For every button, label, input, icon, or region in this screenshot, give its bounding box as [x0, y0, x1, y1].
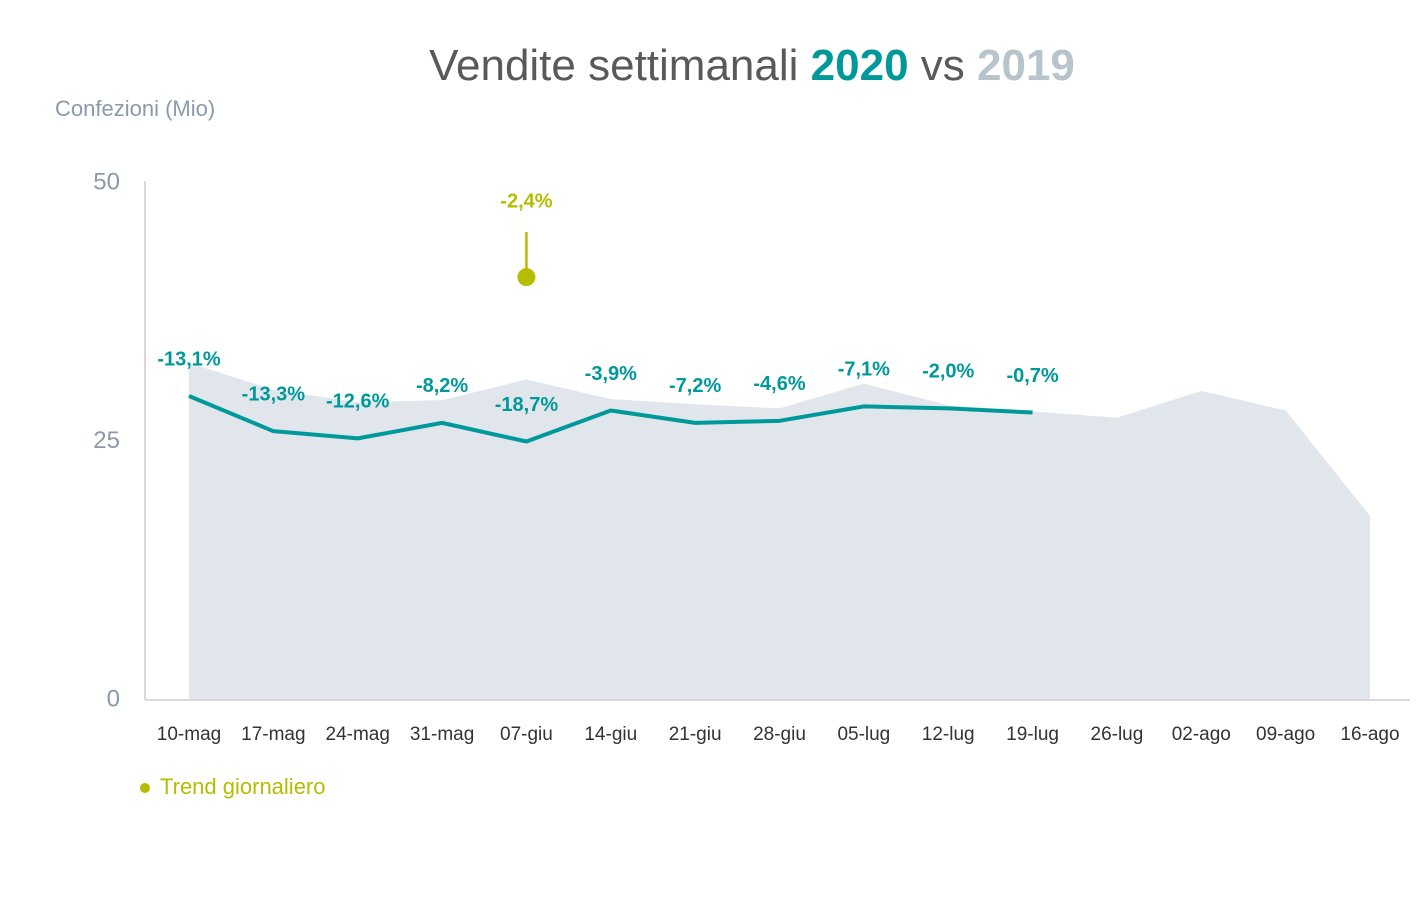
x-tick-label: 09-ago: [1256, 724, 1315, 745]
data-label: -8,2%: [416, 375, 468, 397]
legend-label: Trend giornaliero: [160, 774, 326, 799]
x-tick-label: 16-ago: [1340, 724, 1399, 745]
y-tick-label: 50: [93, 168, 120, 195]
y-tick-label: 25: [93, 427, 120, 454]
data-label: -13,3%: [242, 383, 306, 405]
x-tick-label: 02-ago: [1172, 724, 1231, 745]
title-series-a: 2020: [811, 41, 909, 90]
x-tick-label: 24-mag: [326, 724, 390, 745]
area: [189, 362, 1370, 700]
line: [188, 394, 1033, 444]
x-tick-label: 05-lug: [837, 724, 890, 745]
x-tick-label: 21-giu: [669, 724, 722, 745]
title-joiner: vs: [921, 41, 965, 90]
data-label: -4,6%: [753, 373, 805, 395]
title-text: Vendite settimanali: [429, 41, 798, 90]
data-label: -13,1%: [157, 348, 221, 370]
x-tick-label: 31-mag: [410, 724, 474, 745]
y-axis-label: Confezioni (Mio): [55, 96, 215, 121]
data-label: -7,2%: [669, 375, 721, 397]
title-series-b: 2019: [977, 41, 1075, 90]
x-tick-label: 14-giu: [584, 724, 637, 745]
chart-title: Vendite settimanali 2020 vs 2019: [429, 41, 1075, 90]
data-label: -0,7%: [1006, 365, 1058, 387]
data-label: -2,0%: [922, 361, 974, 383]
data-label: -18,7%: [495, 394, 559, 416]
data-label: -3,9%: [585, 363, 637, 385]
data-label: -12,6%: [326, 391, 390, 413]
x-tick-label: 19-lug: [1006, 724, 1059, 745]
x-tick-label: 07-giu: [500, 724, 553, 745]
x-tick-label: 26-lug: [1091, 724, 1144, 745]
legend-marker: [140, 783, 150, 793]
data-label: -7,1%: [838, 359, 890, 381]
point: [517, 268, 536, 287]
point-label: -2,4%: [500, 190, 552, 212]
x-tick-label: 17-mag: [241, 724, 305, 745]
x-tick-label: 12-lug: [922, 724, 975, 745]
x-tick-label: 10-mag: [157, 724, 221, 745]
y-tick-label: 0: [107, 685, 120, 712]
x-tick-label: 28-giu: [753, 724, 806, 745]
